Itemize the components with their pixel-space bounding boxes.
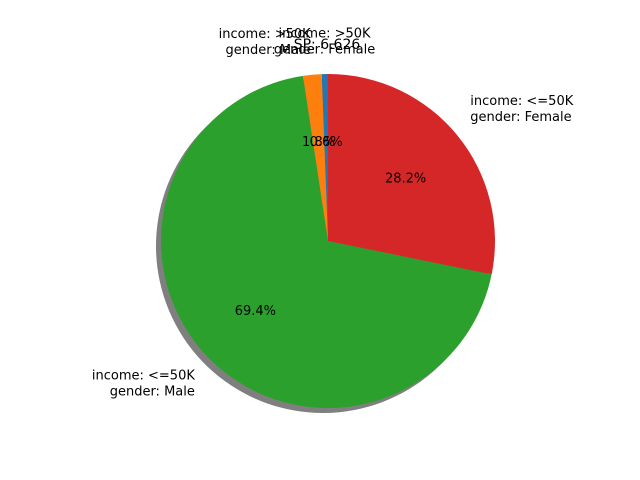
pie-category-label-line: gender: Male [110,385,195,400]
pie-slice [161,75,492,409]
pie-category-label: income: >50K gender: Female [274,26,375,57]
pie-pct-label: 1.8% [302,135,335,150]
pie-category-label: income: <=50K gender: Female [470,94,573,125]
pie-category-label-line: income: >50K [278,26,371,41]
pie-category-label-line: income: >50K [219,27,312,42]
pie-slice [328,74,495,275]
pie-pct-label: 28.2% [385,172,426,187]
pie-slice [321,74,328,241]
pie-pct-label: 0.6% [310,135,343,150]
pie-pct-label: 69.4% [235,304,276,319]
pie-wedges [161,74,495,409]
pie-category-label-line: gender: Female [470,110,571,125]
chart-title: SP: 6.626 [294,37,361,53]
pie-category-label: income: <=50K gender: Male [92,369,195,400]
pie-category-label-line: income: <=50K [92,369,195,384]
pie-category-label-line: gender: Female [274,42,375,57]
pie-category-label: income: >50K gender: Male [219,27,312,58]
pie-labels: 0.6%income: >50K gender: Female1.8%income… [92,26,574,399]
pie-category-label-line: income: <=50K [470,94,573,109]
pie-slice [302,74,328,242]
pie-category-label-line: gender: Male [226,43,311,58]
